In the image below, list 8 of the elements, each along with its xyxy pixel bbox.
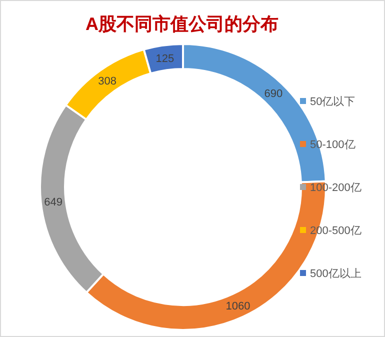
legend-label: 50亿以下 xyxy=(310,95,356,108)
data-label: 125 xyxy=(156,52,174,65)
data-label: 1060 xyxy=(226,300,250,312)
legend-label: 500亿以上 xyxy=(310,267,362,280)
data-label: 649 xyxy=(44,196,62,208)
data-label: 690 xyxy=(264,88,283,100)
chart-title: A股不同市值公司的分布 xyxy=(86,14,278,34)
data-label: 308 xyxy=(98,76,116,88)
